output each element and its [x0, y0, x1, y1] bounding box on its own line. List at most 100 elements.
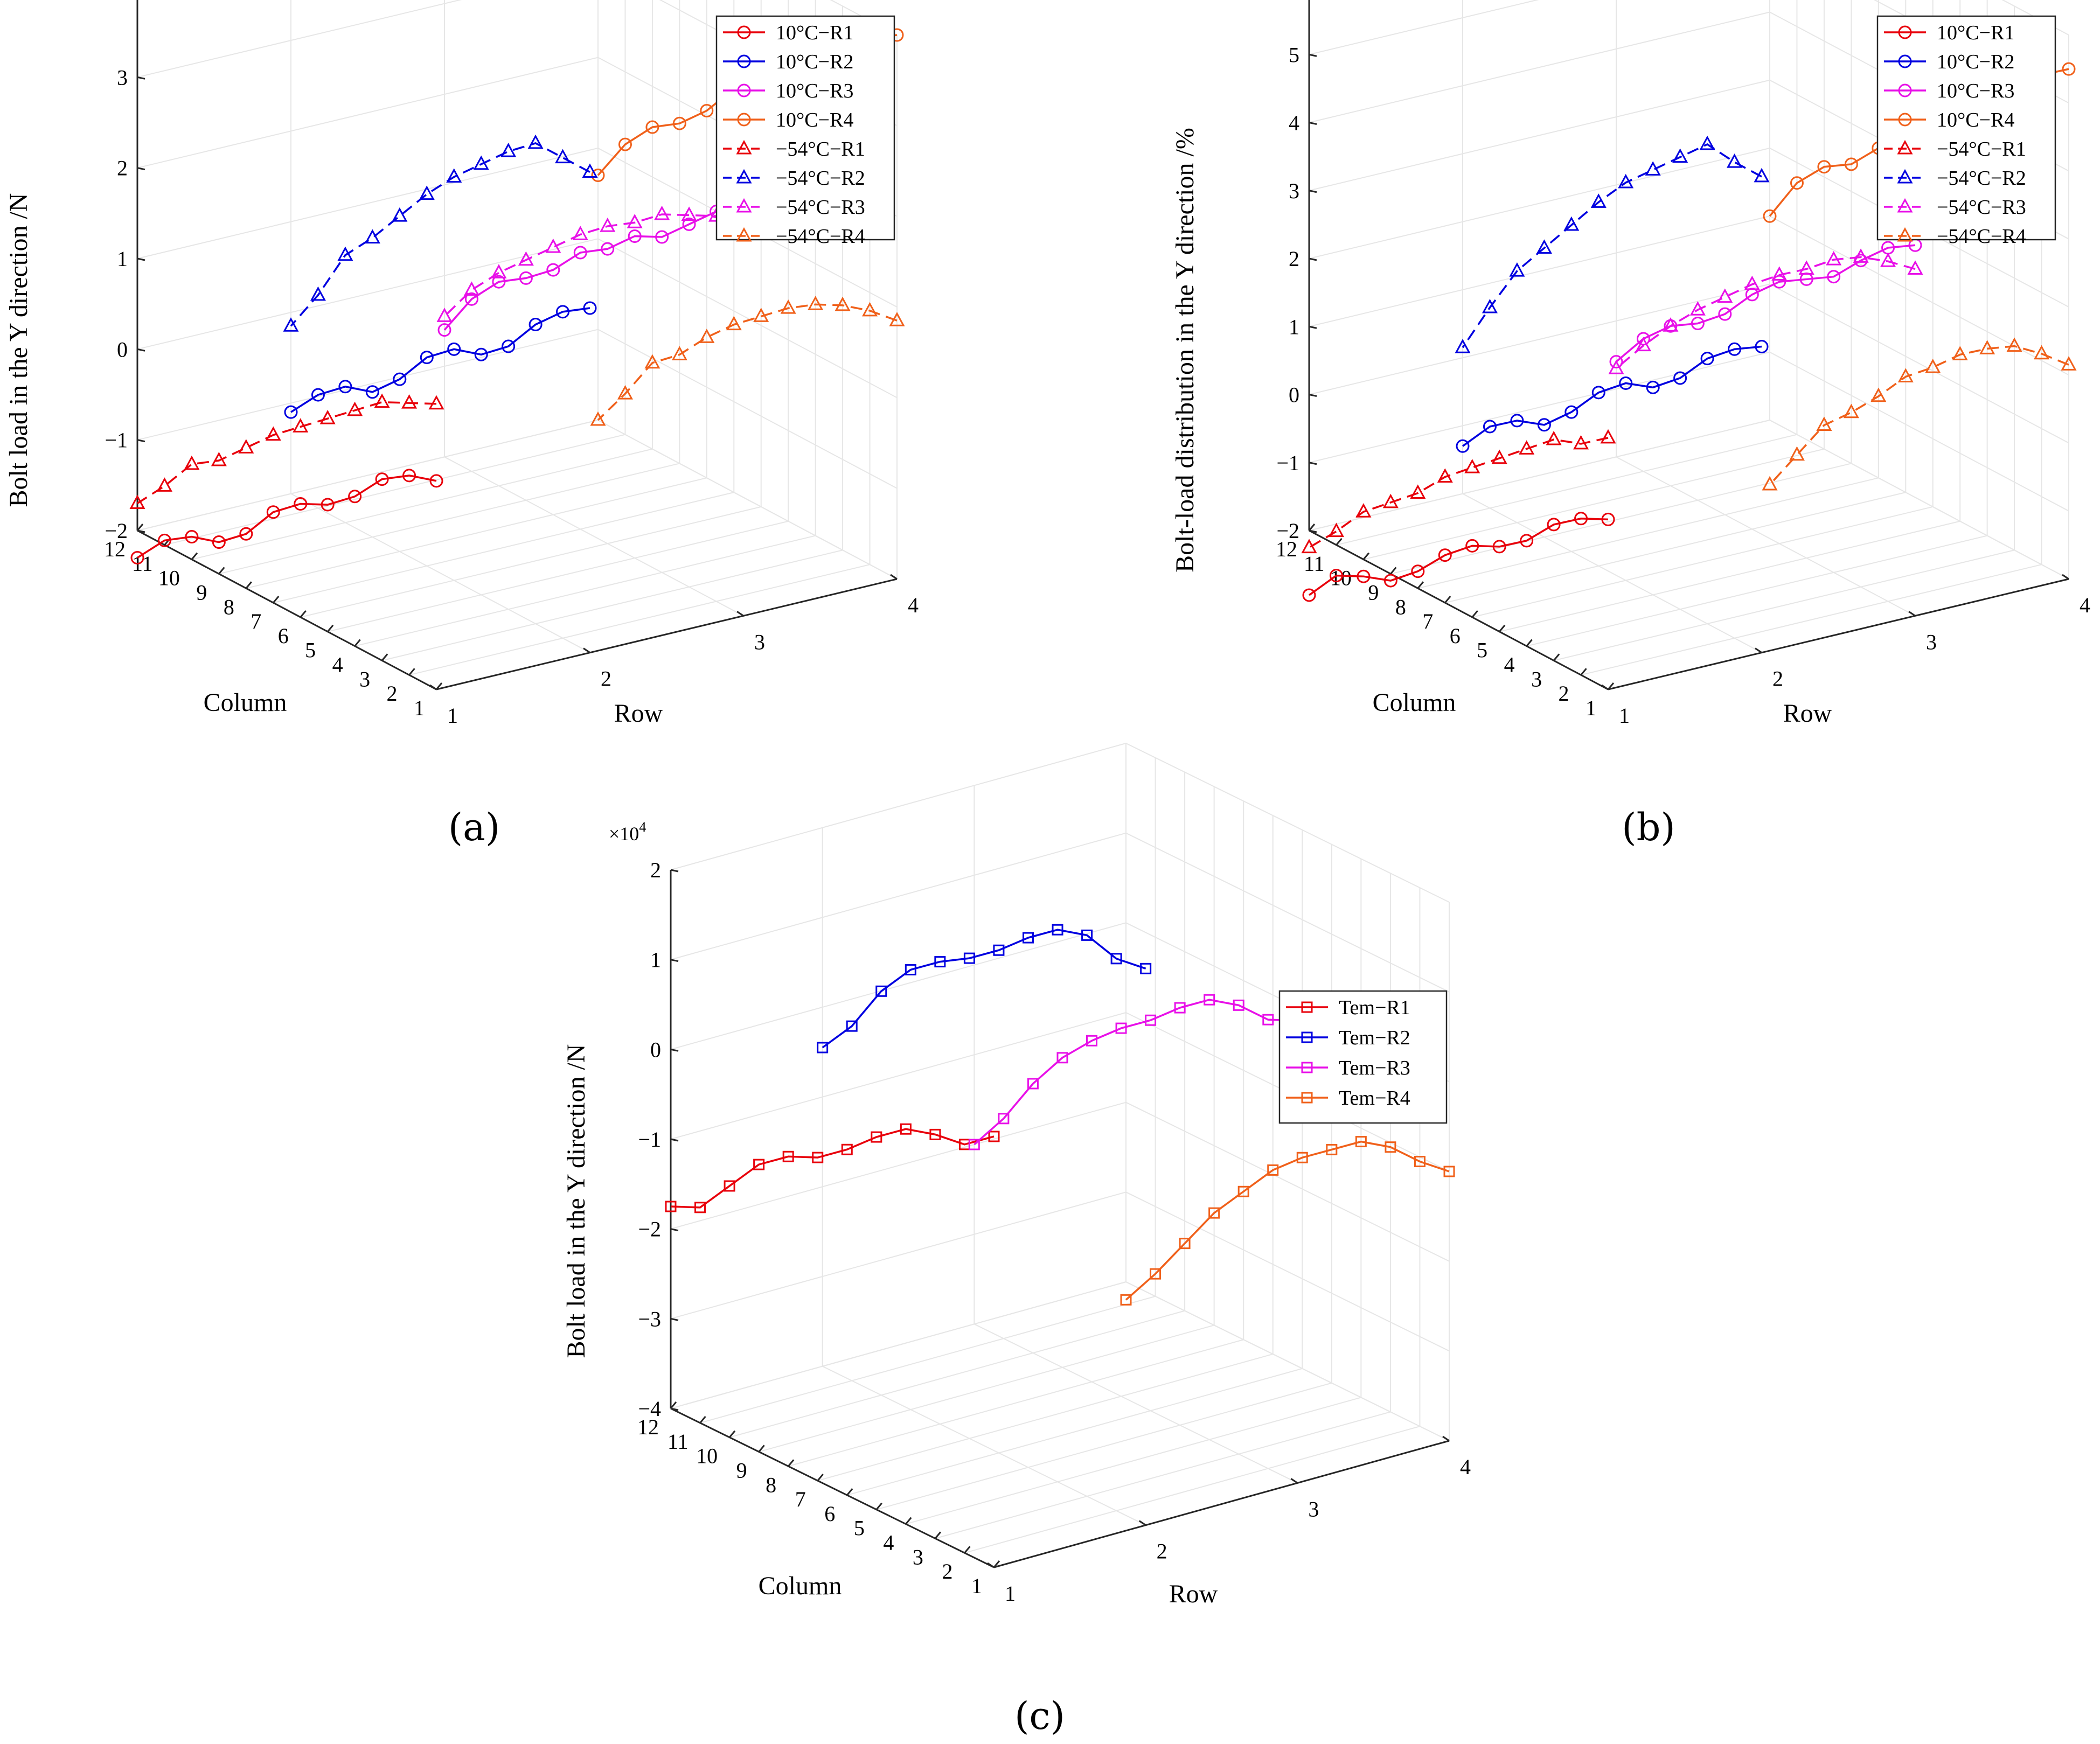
- floor-gridline: [1616, 456, 1916, 617]
- floor-gridline: [1336, 434, 1797, 546]
- data-point: [1547, 518, 1561, 532]
- data-point: [1411, 564, 1425, 578]
- data-point: [284, 405, 298, 419]
- floor-gridline: [1462, 493, 1762, 653]
- data-point: [1817, 160, 1831, 174]
- data-point: [211, 451, 227, 466]
- column-tick-mark: [408, 668, 415, 676]
- row-tick-label: 3: [1926, 630, 1937, 654]
- data-point: [1237, 1185, 1249, 1197]
- column-tick-label: 5: [1477, 638, 1487, 662]
- data-point: [420, 351, 434, 365]
- data-point: [1717, 288, 1733, 303]
- column-tick-label: 11: [1304, 552, 1325, 576]
- data-point: [474, 347, 488, 361]
- data-point: [1302, 588, 1316, 602]
- column-tick-mark: [1580, 668, 1587, 676]
- legend-swatch-marker: [1898, 54, 1912, 68]
- row-tick-mark: [1290, 1478, 1298, 1484]
- data-point: [1326, 1143, 1338, 1155]
- column-tick-mark: [817, 1474, 824, 1482]
- data-point: [900, 1123, 912, 1135]
- data-point: [1754, 168, 1770, 183]
- data-point: [1140, 962, 1152, 974]
- column-tick-label: 6: [824, 1502, 835, 1526]
- value-tick-label: 2: [1289, 247, 1299, 271]
- column-tick-label: 4: [883, 1531, 894, 1555]
- data-point: [671, 346, 687, 360]
- data-point: [1027, 1078, 1039, 1090]
- series-line: [597, 303, 898, 421]
- value-tick-label: −2: [105, 519, 128, 543]
- column-tick-label: 4: [332, 653, 343, 677]
- data-point: [294, 497, 308, 511]
- data-point: [1385, 1141, 1396, 1153]
- data-point: [1689, 301, 1706, 316]
- column-tick-label: 2: [942, 1559, 952, 1583]
- data-point: [212, 535, 226, 549]
- data-point: [681, 206, 697, 221]
- data-point: [724, 1180, 735, 1192]
- data-point: [1383, 574, 1397, 588]
- panel-label: (a): [448, 805, 500, 849]
- floor-gridline: [1390, 463, 1852, 575]
- value-tick-mark: [1309, 394, 1317, 397]
- series-Tem−R2: [817, 924, 1152, 1054]
- data-point: [1564, 405, 1579, 419]
- legend-item: 10°C−R3: [1884, 80, 2014, 102]
- data-point: [590, 411, 606, 426]
- data-point: [1510, 414, 1524, 428]
- legend-label: Tem−R4: [1339, 1087, 1410, 1110]
- data-point: [601, 242, 615, 256]
- floor-gridline: [973, 1323, 1298, 1484]
- legend-item: 10°C−R1: [723, 22, 853, 44]
- legend-swatch-marker: [1898, 113, 1912, 127]
- series-line: [1462, 345, 1762, 447]
- legend-swatch-marker: [1897, 198, 1913, 213]
- legend-swatch-marker: [1898, 83, 1912, 97]
- legend-swatch-marker: [1897, 169, 1913, 184]
- series-10°C−R3: [437, 196, 750, 337]
- column-tick-mark: [1471, 610, 1478, 618]
- data-point: [1437, 468, 1453, 483]
- legend-label: 10°C−R3: [1937, 80, 2014, 102]
- value-tick-label: 3: [1289, 179, 1299, 203]
- data-point: [875, 985, 887, 997]
- data-point: [699, 329, 715, 343]
- column-tick-mark: [875, 1502, 882, 1510]
- data-point: [348, 490, 362, 504]
- legend-swatch-marker: [1897, 139, 1913, 155]
- data-point: [998, 1113, 1010, 1125]
- legend-swatch-marker: [1898, 25, 1912, 39]
- legend-label: 10°C−R4: [776, 109, 853, 131]
- data-point: [1329, 569, 1343, 583]
- value-tick-mark: [670, 1138, 679, 1142]
- data-point: [1465, 539, 1479, 553]
- data-point: [1267, 1164, 1279, 1176]
- column-tick-label: 4: [1504, 653, 1515, 677]
- column-tick-mark: [435, 682, 443, 690]
- floor-gridline: [1417, 477, 1879, 589]
- column-tick-mark: [218, 567, 225, 575]
- side-wall-gridline: [2001, 0, 2069, 36]
- data-point: [1880, 253, 1896, 267]
- exponent-power: 4: [639, 819, 646, 835]
- legend-item: 10°C−R4: [723, 109, 853, 131]
- legend-label: Tem−R3: [1339, 1057, 1410, 1079]
- series-10°C−R1: [130, 469, 443, 564]
- column-tick-label: 5: [854, 1516, 865, 1540]
- floor-gridline: [354, 535, 816, 647]
- data-point: [436, 308, 453, 322]
- series-−54°C−R1: [1301, 429, 1616, 554]
- column-tick-mark: [1308, 524, 1316, 531]
- series-Tem−R3: [968, 994, 1303, 1150]
- floor-gridline: [191, 448, 653, 560]
- legend-swatch-marker: [1301, 1001, 1313, 1013]
- column-tick-label: 6: [1450, 624, 1461, 648]
- row-tick-mark: [1442, 1435, 1450, 1442]
- data-point: [1755, 340, 1769, 354]
- floor-gridline: [164, 434, 625, 546]
- column-tick-label: 8: [224, 595, 234, 619]
- column-axis: [1309, 529, 1609, 690]
- data-point: [500, 142, 517, 157]
